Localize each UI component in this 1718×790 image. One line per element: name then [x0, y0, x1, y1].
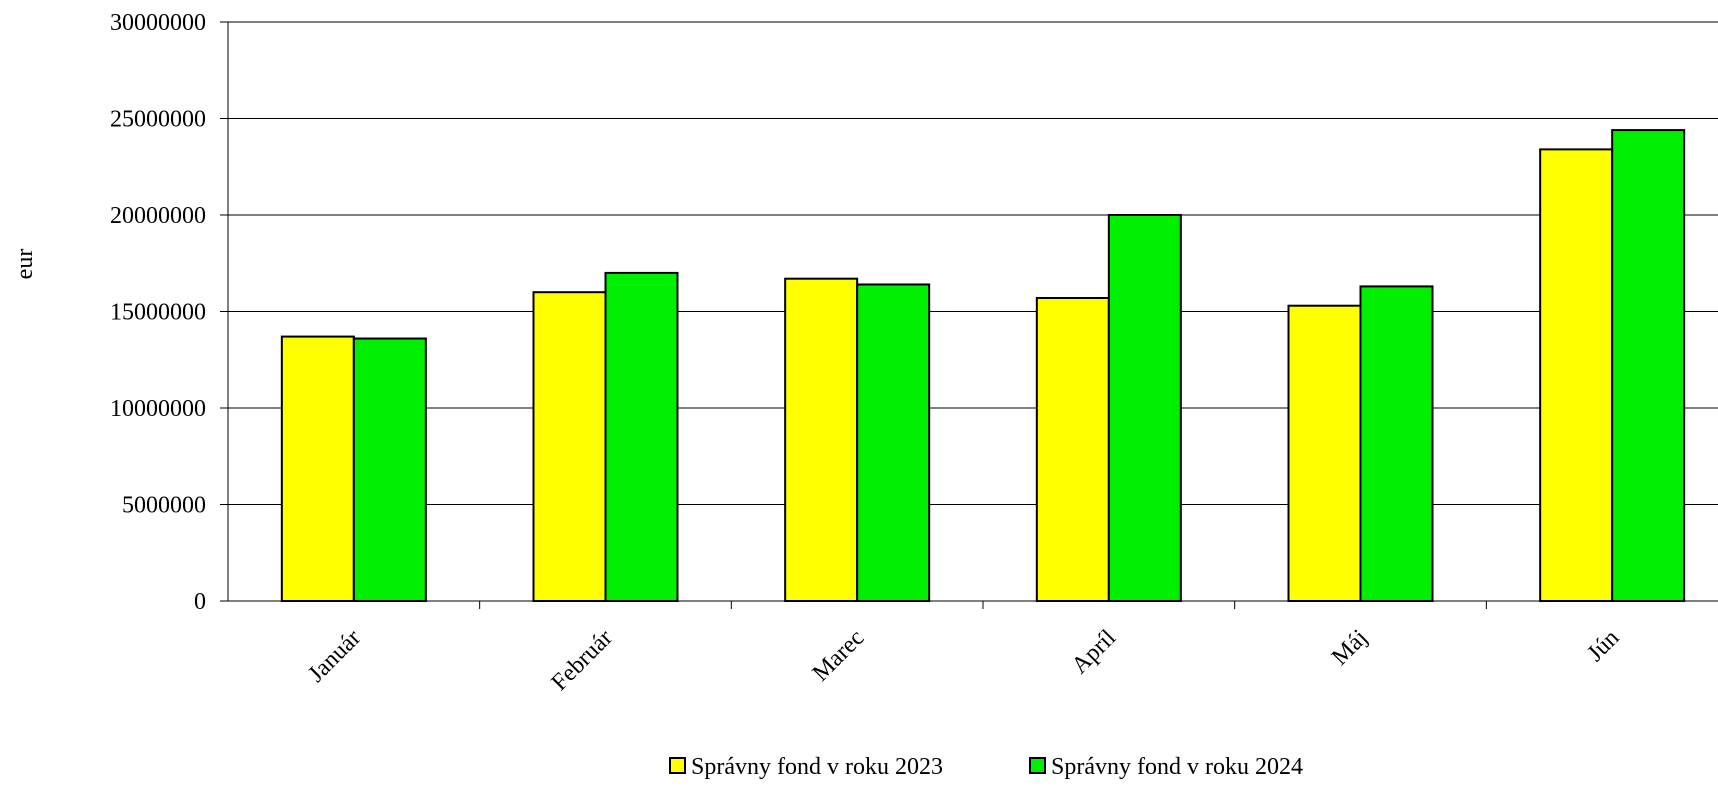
y-tick-labels: 0 5000000 10000000 15000000 20000000 25000000…	[110, 10, 206, 615]
y-tick-label: 0	[194, 589, 206, 615]
bar-2023	[784, 277, 859, 602]
legend-label: Správny fond v roku 2024	[1051, 754, 1303, 780]
y-tick-label: 30000000	[110, 10, 206, 36]
y-tick-label: 5000000	[122, 493, 206, 519]
bar-2024	[856, 283, 931, 602]
x-tick-labels: Január Február Marec Apríl Máj Jún	[303, 625, 1624, 696]
x-tick-label: Január	[303, 625, 366, 688]
bar-2024	[1107, 214, 1182, 602]
legend-swatch	[669, 757, 686, 774]
x-tick-label: Marec	[808, 625, 870, 687]
legend: Správny fond v roku 2023 Správny fond v r…	[669, 754, 1303, 780]
y-tick-label: 25000000	[110, 107, 206, 133]
bars	[280, 129, 1686, 603]
x-tick-label: Máj	[1327, 625, 1373, 671]
bar-2024	[604, 271, 679, 602]
legend-label: Správny fond v roku 2023	[691, 754, 943, 780]
legend-item-2024: Správny fond v roku 2024	[1029, 754, 1303, 780]
bar-2024	[1359, 285, 1434, 602]
bar-2023	[1035, 296, 1110, 602]
y-axis-label: eur	[12, 249, 38, 280]
gridlines	[228, 21, 1718, 505]
y-tick-label: 10000000	[110, 396, 206, 422]
bar-2023	[280, 335, 355, 602]
bar-2023	[1287, 304, 1362, 602]
axes	[220, 21, 1718, 609]
bar-2024	[1611, 129, 1686, 603]
y-tick-label: 15000000	[110, 300, 206, 326]
legend-item-2023: Správny fond v roku 2023	[669, 754, 943, 780]
y-tick-label: 20000000	[110, 203, 206, 229]
x-tick-label: Február	[547, 625, 618, 696]
x-tick-label: Jún	[1582, 625, 1624, 667]
bar-2023	[532, 291, 607, 602]
bar-2023	[1539, 148, 1614, 602]
x-tick-label: Apríl	[1067, 625, 1121, 679]
bar-2024	[352, 337, 427, 602]
legend-swatch	[1029, 757, 1046, 774]
